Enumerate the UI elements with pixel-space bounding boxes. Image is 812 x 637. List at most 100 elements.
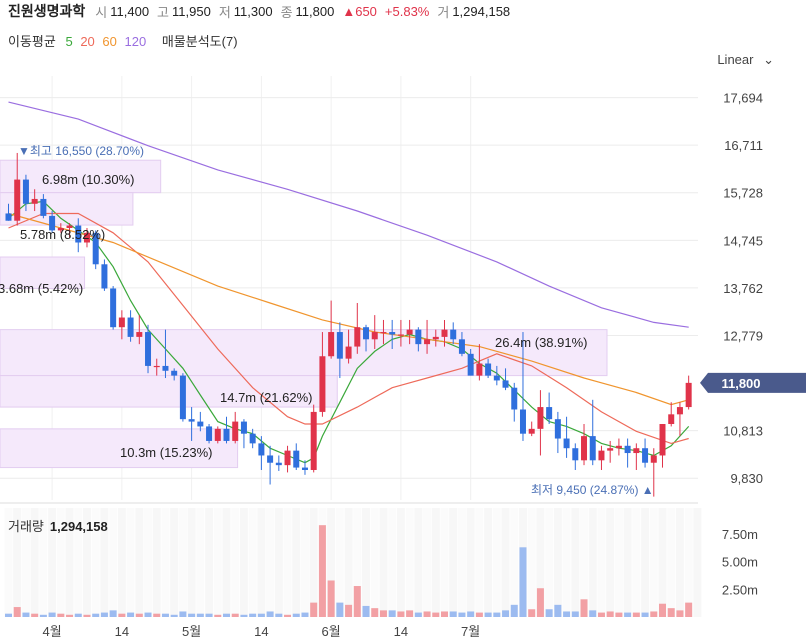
ma-5-label[interactable]: 5 <box>65 34 73 49</box>
volume-bar <box>615 612 623 617</box>
candle-body <box>275 462 282 466</box>
volume-bg-stripe <box>379 508 388 617</box>
last-price-tag <box>700 372 806 393</box>
candle-body <box>389 332 396 335</box>
candle-body <box>406 329 413 335</box>
volume-bar <box>545 609 553 617</box>
volume-bg-stripe <box>405 508 414 617</box>
candle-body <box>240 421 247 434</box>
volume-bg-stripe <box>641 508 650 617</box>
scale-label[interactable]: Linear <box>717 52 754 67</box>
x-tick-label: 14 <box>394 624 408 637</box>
volume-bar <box>13 607 21 617</box>
volume-bg-stripe <box>82 508 91 617</box>
volume-bg-stripe <box>283 508 292 617</box>
volume-bg-stripe <box>126 508 135 617</box>
volume-panel-value: 1,294,158 <box>49 519 108 534</box>
candle-body <box>188 419 195 422</box>
volume-profile-bar <box>0 428 239 469</box>
volume-bg-stripe <box>675 508 684 617</box>
candle-body <box>206 426 213 441</box>
price-header: 진원생명과학 시 11,400 고 11,950 저 11,300 종 11,8… <box>8 0 518 22</box>
volume-bar <box>493 612 501 617</box>
candle-body <box>101 264 108 289</box>
candle-body <box>179 375 186 420</box>
volume-profile-label: 26.4m (38.91%) <box>495 335 588 350</box>
volume-bar <box>179 611 187 617</box>
volume-bg-stripe <box>231 508 240 617</box>
volume-profile-label[interactable]: 매물분석도(7) <box>161 34 238 49</box>
volume-bg-stripe <box>187 508 196 617</box>
volume-bg-stripe <box>658 508 667 617</box>
candle-body <box>581 436 588 461</box>
candle-body <box>223 428 230 441</box>
low-label: 저 <box>218 4 231 20</box>
volume-bg-stripe <box>274 508 283 617</box>
candle-body <box>14 179 21 221</box>
scale-selector[interactable]: Linear ⌄ <box>717 52 774 68</box>
volume-bg-stripe <box>431 508 440 617</box>
candle-body <box>22 179 29 204</box>
low-marker: 최저 9,450 (24.87%) ▲ <box>531 483 654 497</box>
volume-bar <box>388 610 396 617</box>
candle-body <box>659 424 666 456</box>
volume-bar <box>528 609 536 617</box>
open-value: 11,400 <box>110 3 150 19</box>
ma-60-label[interactable]: 60 <box>102 34 117 49</box>
volume-bar <box>327 580 335 617</box>
volume-bar <box>371 608 379 617</box>
y-tick-label: 15,728 <box>723 186 763 201</box>
volume-bg-stripe <box>545 508 554 617</box>
volume-bar <box>441 611 448 617</box>
volume-bar <box>39 614 47 617</box>
volume-bar <box>449 611 457 617</box>
volume-bg-stripe <box>30 508 39 617</box>
ma-120-label[interactable]: 120 <box>124 34 147 49</box>
candle-body <box>354 327 361 347</box>
volume-bar <box>336 602 344 617</box>
stock-name: 진원생명과학 <box>8 3 86 19</box>
candle-body <box>267 455 274 463</box>
volume-bg-stripe <box>292 508 301 617</box>
volume-bar <box>310 602 318 617</box>
volume-bg-stripe <box>213 508 222 617</box>
volume-bar <box>22 612 30 617</box>
change-value: ▲650 <box>342 3 377 19</box>
candle-body <box>572 448 579 461</box>
candle-body <box>537 407 544 429</box>
y-tick-label: 13,762 <box>723 281 763 296</box>
candle-body <box>49 215 56 231</box>
volume-profile-label: 10.3m (15.23%) <box>120 445 213 460</box>
volume-bg-stripe <box>161 508 170 617</box>
candle-body <box>502 380 509 388</box>
volume-bar <box>597 612 605 617</box>
volume-bg-stripe <box>327 508 336 617</box>
candle-body <box>598 450 605 461</box>
volume-bar <box>257 613 265 617</box>
ma-5-line <box>8 200 690 464</box>
volume-bar <box>632 612 640 617</box>
x-tick-label: 5월 <box>182 624 201 637</box>
volume-bg-stripe <box>623 508 632 617</box>
volume-bg-stripe <box>510 508 519 617</box>
volume-bg-stripe <box>39 508 48 617</box>
ma-label[interactable]: 이동평균 <box>8 34 56 49</box>
x-tick-label: 14 <box>254 624 268 637</box>
open-label: 시 <box>95 4 108 20</box>
candle-body <box>258 443 265 456</box>
volume-bar <box>606 611 614 617</box>
volume-bar <box>214 614 222 617</box>
candle-body <box>615 445 622 449</box>
volume-bar <box>100 612 108 617</box>
candle-body <box>563 438 570 449</box>
candle-body <box>528 428 535 434</box>
volume-bg-stripe <box>684 508 693 617</box>
volume-bg-stripe <box>248 508 257 617</box>
volume-bg-stripe <box>492 508 501 617</box>
volume-bar <box>676 610 684 617</box>
volume-bar <box>362 605 370 617</box>
candle-body <box>371 332 378 340</box>
ma-20-label[interactable]: 20 <box>80 34 95 49</box>
candle-body <box>668 414 675 425</box>
